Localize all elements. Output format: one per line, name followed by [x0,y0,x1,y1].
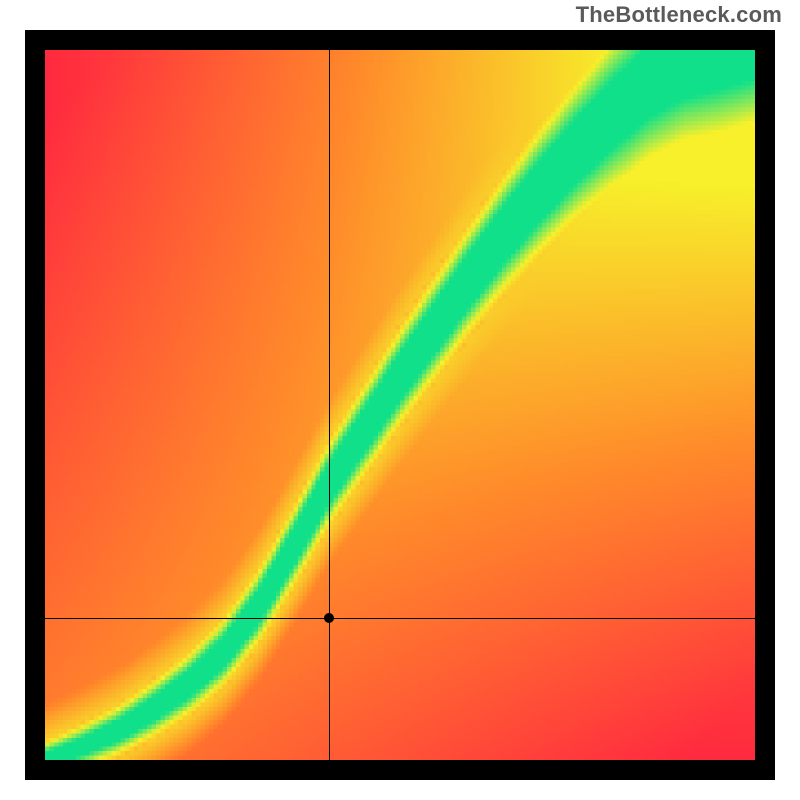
watermark-text: TheBottleneck.com [576,2,782,28]
crosshair-horizontal [45,618,755,619]
heatmap-canvas [45,50,755,760]
intersection-marker [324,613,334,623]
bottleneck-heatmap-chart [25,30,775,780]
crosshair-vertical [329,50,330,760]
